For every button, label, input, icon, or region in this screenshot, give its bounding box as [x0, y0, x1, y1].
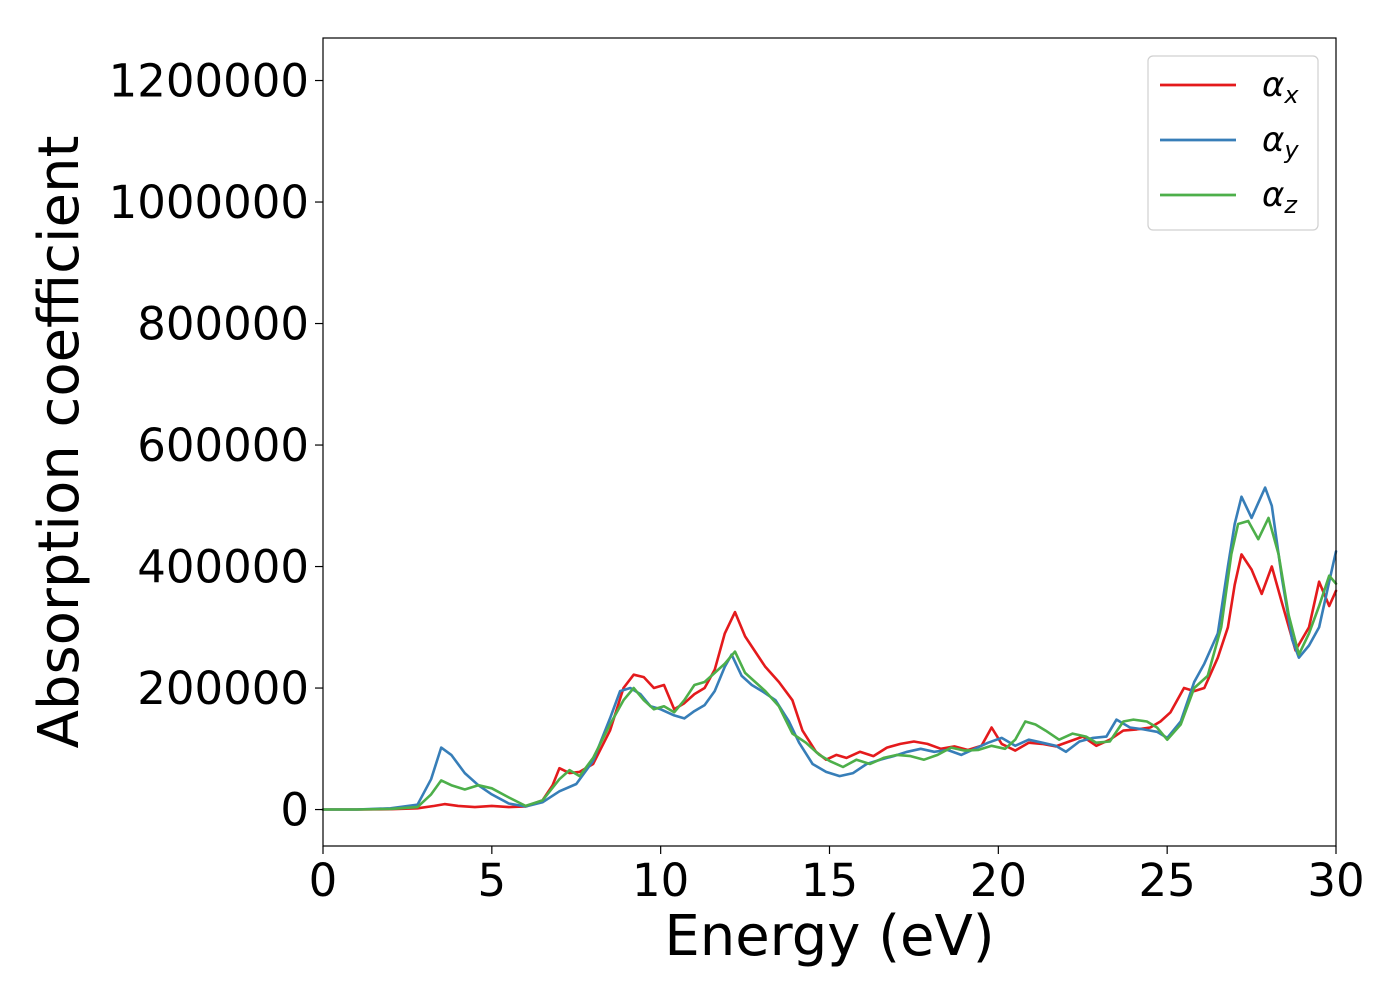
y-axis: 0 200000 400000 600000 800000 1000000 1200000	[109, 55, 323, 837]
y-tick-label: 400000	[137, 541, 309, 594]
legend: αx αy αz	[1147, 55, 1319, 231]
y-axis-label: Absorption coefficient	[27, 136, 92, 749]
legend-label-z: αz	[1262, 175, 1298, 219]
legend-box	[1147, 55, 1319, 231]
series-line-x	[321, 553, 1338, 811]
y-tick-label: 0	[280, 784, 309, 837]
x-tick-label: 5	[478, 854, 507, 907]
x-tick-label: 20	[970, 854, 1027, 907]
y-tick-label: 1200000	[109, 55, 309, 108]
y-tick-label: 1000000	[109, 176, 309, 229]
x-tick-label: 15	[801, 854, 858, 907]
y-tick-label: 200000	[137, 662, 309, 715]
x-axis-label: Energy (eV)	[664, 904, 994, 969]
legend-label-y: αy	[1262, 120, 1299, 164]
series-line-z	[321, 516, 1338, 811]
legend-label-x: αx	[1262, 65, 1299, 109]
x-tick-label: 30	[1307, 854, 1364, 907]
x-tick-label: 0	[309, 854, 338, 907]
x-axis: 0 5 10 15 20 25 30	[309, 846, 1365, 907]
y-tick-label: 600000	[137, 419, 309, 472]
x-tick-label: 25	[1139, 854, 1196, 907]
series-lines	[321, 486, 1338, 811]
x-tick-label: 10	[632, 854, 689, 907]
y-tick-label: 800000	[137, 298, 309, 351]
